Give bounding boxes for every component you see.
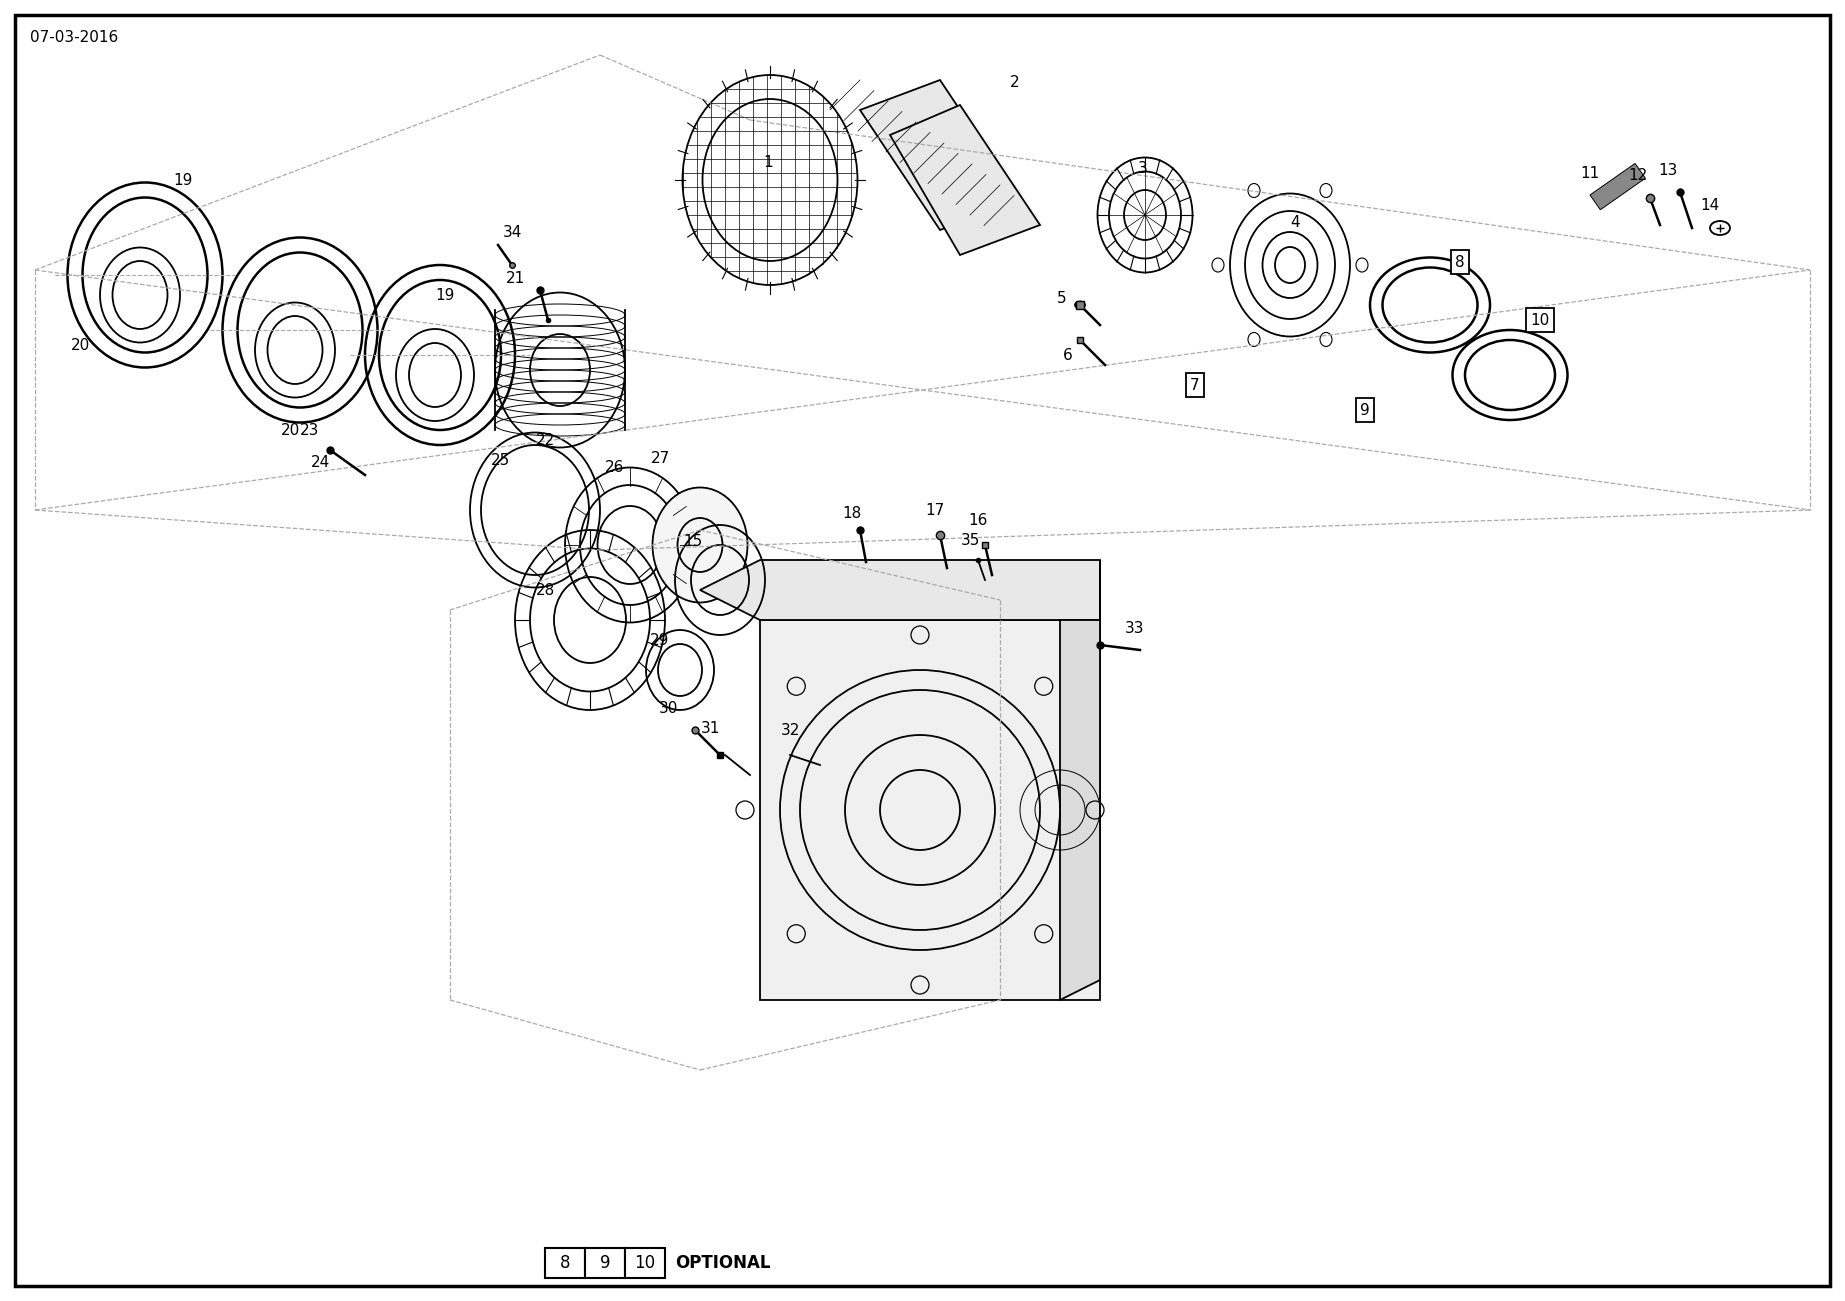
Text: 8: 8 (559, 1254, 570, 1272)
Text: 1: 1 (764, 155, 773, 169)
Ellipse shape (653, 488, 747, 602)
Text: 15: 15 (683, 533, 703, 549)
Text: 11: 11 (1581, 165, 1600, 181)
Bar (625, 1248, 664, 1278)
Text: 23: 23 (301, 423, 319, 437)
Text: 29: 29 (649, 632, 670, 648)
Text: 5: 5 (1057, 290, 1066, 306)
Bar (544, 1248, 585, 1278)
Text: 10: 10 (635, 1254, 655, 1272)
Text: 12: 12 (1629, 168, 1648, 182)
Text: 27: 27 (651, 450, 670, 466)
Polygon shape (860, 79, 1020, 230)
Text: 20: 20 (70, 337, 90, 353)
Ellipse shape (780, 670, 1061, 950)
Text: 10: 10 (1530, 312, 1550, 328)
Text: 16: 16 (969, 513, 987, 527)
Text: 9: 9 (1360, 402, 1369, 418)
Text: 2: 2 (1011, 74, 1020, 90)
Text: 26: 26 (605, 459, 625, 475)
Text: 07-03-2016: 07-03-2016 (30, 30, 118, 46)
Text: 14: 14 (1701, 198, 1720, 212)
Text: 34: 34 (502, 225, 522, 239)
Polygon shape (1061, 559, 1100, 1000)
Text: 17: 17 (926, 502, 945, 518)
Bar (585, 1248, 625, 1278)
Text: 6: 6 (1063, 347, 1074, 363)
Text: 20: 20 (280, 423, 299, 437)
Polygon shape (699, 559, 1100, 621)
Text: 33: 33 (1125, 621, 1144, 635)
Text: 7: 7 (1190, 377, 1199, 393)
Text: 22: 22 (535, 432, 555, 448)
Text: 21: 21 (506, 271, 524, 285)
Text: 4: 4 (1290, 215, 1301, 229)
Text: 24: 24 (310, 454, 330, 470)
Text: OPTIONAL: OPTIONAL (675, 1254, 771, 1272)
Text: 19: 19 (435, 288, 454, 303)
Text: 35: 35 (959, 532, 980, 548)
Text: 18: 18 (843, 506, 862, 520)
Text: 31: 31 (701, 721, 720, 735)
Text: 9: 9 (600, 1254, 611, 1272)
Bar (1590, 164, 1646, 209)
Text: 8: 8 (1456, 255, 1465, 269)
Text: 32: 32 (780, 722, 799, 738)
Text: 30: 30 (659, 700, 677, 716)
Text: 13: 13 (1659, 163, 1677, 177)
Polygon shape (889, 105, 1041, 255)
Text: 19: 19 (173, 173, 192, 187)
Text: 28: 28 (535, 583, 555, 597)
Bar (760, 621, 1100, 1000)
Text: 3: 3 (1138, 160, 1148, 176)
Text: 25: 25 (491, 453, 509, 467)
